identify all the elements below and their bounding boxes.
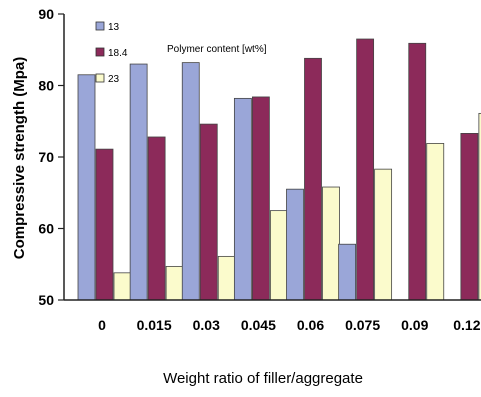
y-axis-label: Compressive strength (Mpa) (11, 57, 28, 260)
y-tick-label: 70 (38, 149, 54, 165)
bar-18-4-0.045 (251, 96, 270, 301)
legend-label: 23 (108, 74, 120, 85)
axes-layer: 50 60 70 80 90 0 0.015 0.03 0.045 0.06 0.075 0.09 0.… (38, 6, 481, 333)
y-tick-label: 90 (38, 6, 54, 22)
y-tick-label: 60 (38, 221, 54, 237)
bar-23-0.075 (374, 168, 393, 301)
y-tick-label: 80 (38, 78, 54, 94)
legend-swatch (95, 47, 105, 57)
bar-18-4-0.03 (199, 123, 218, 301)
legend-title: Polymer content [wt%] (167, 44, 267, 55)
bar-23-0.03 (217, 255, 236, 301)
bar-23-0 (113, 272, 132, 301)
x-tick-label: 0.03 (193, 317, 220, 333)
x-tick-label: 0.075 (345, 317, 380, 333)
bar-13-0.06 (286, 188, 304, 301)
bar-18-4-0.06 (304, 57, 322, 301)
x-tick-label: 0.06 (297, 317, 324, 333)
bar-23-0.06 (322, 186, 340, 301)
x-tick-label: 0.09 (401, 317, 428, 333)
legend-label: 13 (108, 22, 120, 33)
bar-13-0.045 (233, 97, 252, 301)
bar-13-0.015 (129, 63, 148, 301)
legend: 13 18.4 23 Polymer content [wt%] (95, 21, 267, 85)
bar-18-4-0.09 (408, 42, 427, 301)
bar-23-0.09 (426, 143, 445, 301)
bar-18-4-0.075 (356, 38, 375, 301)
x-tick-label: 0.015 (137, 317, 172, 333)
bar-23-0.045 (269, 210, 288, 301)
x-tick-label: 0 (98, 317, 106, 333)
legend-label: 18.4 (108, 48, 128, 59)
bars-layer (77, 38, 481, 301)
bar-18-4-0.12 (460, 133, 479, 301)
x-axis-label: Weight ratio of filler/aggregate (163, 370, 363, 387)
bar-13-0.03 (181, 62, 200, 301)
bar-18-4-0.015 (147, 136, 166, 301)
bar-18-4-0 (95, 148, 114, 301)
x-tick-label: 0.045 (241, 317, 276, 333)
x-tick-label: 0.12 (453, 317, 480, 333)
bar-13-0 (77, 74, 96, 301)
bar-13-0.075 (338, 243, 357, 301)
bar-23-0.015 (165, 265, 184, 301)
legend-swatch (95, 21, 105, 31)
legend-swatch (95, 73, 105, 83)
y-tick-label: 50 (38, 292, 54, 308)
bar-23-0.12 (478, 112, 481, 301)
